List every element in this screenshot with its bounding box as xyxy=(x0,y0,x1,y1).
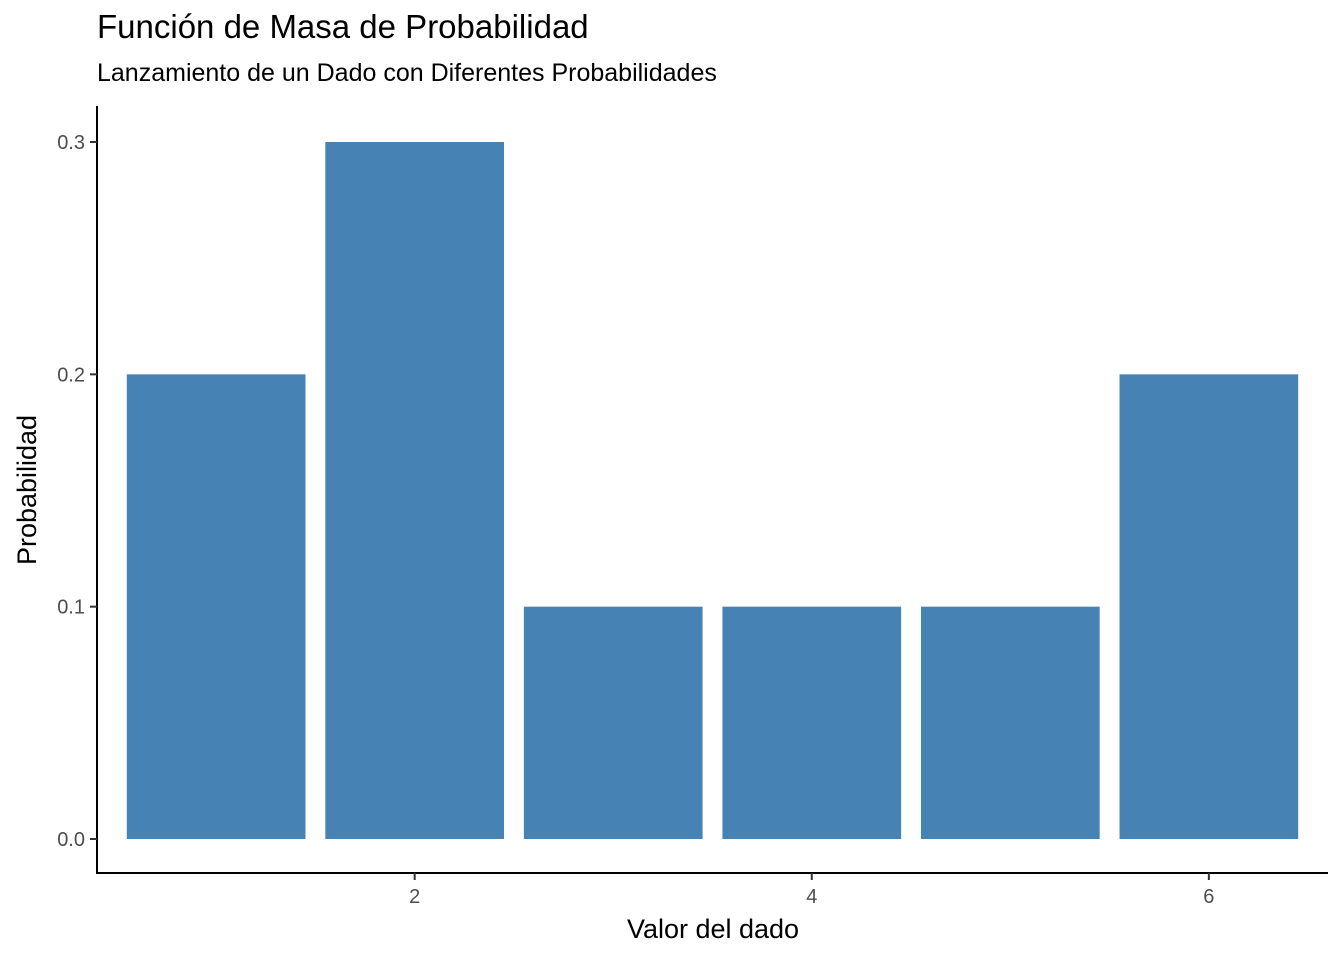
bar-1 xyxy=(126,374,306,839)
x-tick-label: 6 xyxy=(1203,886,1214,908)
x-axis-label: Valor del dado xyxy=(627,914,799,944)
bar-4 xyxy=(722,606,902,839)
y-ticks: 0.0 0.1 0.2 0.3 xyxy=(57,132,97,851)
bars-group xyxy=(126,142,1299,839)
x-tick-label: 2 xyxy=(409,886,420,908)
x-tick-label: 4 xyxy=(806,886,817,908)
chart-subtitle: Lanzamiento de un Dado con Diferentes Pr… xyxy=(97,59,717,87)
y-tick-label: 0.2 xyxy=(57,364,85,386)
bar-3 xyxy=(523,606,703,839)
y-tick-label: 0.1 xyxy=(57,597,85,619)
chart-title: Función de Masa de Probabilidad xyxy=(97,8,589,45)
bar-5 xyxy=(920,606,1100,839)
y-axis-label: Probabilidad xyxy=(12,415,42,565)
bar-6 xyxy=(1119,374,1299,839)
bar-2 xyxy=(325,142,505,839)
y-tick-label: 0.0 xyxy=(57,829,85,851)
x-ticks: 2 4 6 xyxy=(409,873,1214,908)
y-tick-label: 0.3 xyxy=(57,132,85,154)
